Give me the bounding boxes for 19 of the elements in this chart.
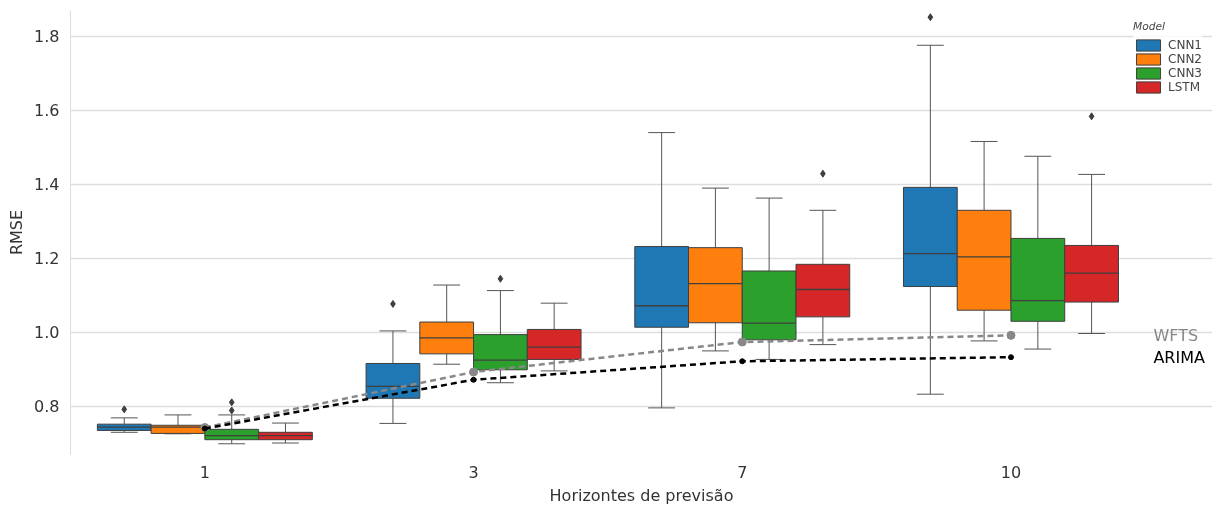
text: WFTS (1153, 325, 1199, 345)
y-axis-title: RMSE (7, 209, 27, 256)
x-axis-title: Horizontes de previsão (549, 485, 734, 505)
legend-label: LSTM (1168, 80, 1201, 94)
y-tick-label: 0.8 (34, 397, 60, 417)
x-tick-label: 10 (1000, 462, 1022, 482)
x-tick-label: 7 (737, 462, 748, 482)
text: ARIMA (1153, 347, 1205, 367)
y-tick-label: 1.8 (34, 27, 60, 47)
legend-label: CNN2 (1168, 52, 1202, 66)
y-tick-label: 1.2 (34, 249, 60, 269)
x-tick-label: 1 (199, 462, 210, 482)
y-tick-label: 1.0 (34, 323, 60, 343)
legend-title: Model (1133, 20, 1167, 33)
legend-label: CNN3 (1168, 66, 1202, 80)
y-tick-label: 1.4 (34, 175, 60, 195)
y-tick-label: 1.6 (34, 101, 60, 121)
x-tick-label: 3 (468, 462, 479, 482)
legend-label: CNN1 (1168, 38, 1202, 52)
